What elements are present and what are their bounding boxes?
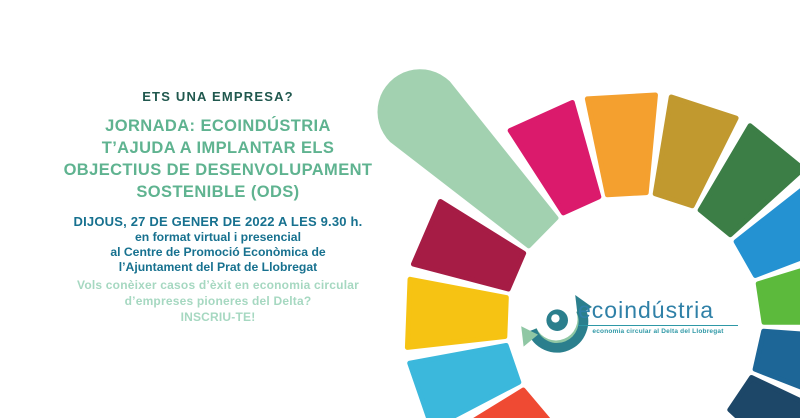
- wheel-segment-dark-green: [697, 123, 800, 238]
- wheel-segment-gold: [652, 94, 739, 209]
- icon-arrowhead-teal: [575, 295, 592, 316]
- icon-arc-teal: [527, 307, 589, 353]
- logo-tagline: economia circular al Delta del Llobregat: [592, 328, 724, 335]
- title-line-2: T’AJUDA A IMPLANTAR ELS: [101, 139, 335, 157]
- event-details: DIJOUS, 27 DE GENER DE 2022 A LES 9.30 h…: [40, 214, 396, 274]
- icon-arrowhead-green: [521, 326, 538, 347]
- wheel-segment-orange: [584, 92, 658, 198]
- wheel-segment-lime: [755, 268, 800, 325]
- event-venue-line-2: l’Ajuntament del Prat de Llobregat: [118, 259, 318, 274]
- cta-line-3: INSCRIU-TE!: [180, 309, 256, 324]
- wheel-segment-yellow: [404, 276, 509, 350]
- cta-line-1: Vols conèixer casos d’èxit en economia c…: [77, 278, 359, 293]
- wheel-segment-crimson: [410, 199, 527, 292]
- wheel-segment-cyan: [407, 342, 522, 418]
- wheel-segment-magenta: [507, 100, 602, 216]
- event-date: DIJOUS, 27 DE GENER DE 2022 A LES 9.30 h…: [73, 214, 363, 229]
- wheel-segment-navy: [727, 375, 800, 418]
- call-to-action: Vols conèixer casos d’èxit en economia c…: [40, 278, 396, 325]
- circular-arrows-icon: [521, 295, 592, 353]
- event-title: JORNADA: ECOINDÚSTRIA T’AJUDA A IMPLANTA…: [40, 115, 396, 203]
- title-line-3: OBJECTIUS DE DESENVOLUPAMENT: [63, 161, 373, 179]
- wheel-segment-mint-petal: [377, 69, 559, 249]
- cta-line-2: d’empreses pioneres del Delta?: [124, 293, 312, 308]
- wheel-segment-blue: [733, 188, 800, 278]
- logo-wordmark: ecoindústria: [578, 297, 715, 323]
- icon-letter-a-hole: [551, 314, 560, 323]
- wheel-segment-teal-blue: [752, 328, 800, 390]
- title-line-4: SOSTENIBLE (ODS): [136, 183, 300, 201]
- wheel-segment-red: [473, 387, 551, 418]
- event-venue-line-1: al Centre de Promoció Econòmica de: [110, 244, 326, 259]
- logo-text: ecoindústria economia circular al Delta …: [578, 299, 738, 335]
- event-format: en format virtual i presencial: [135, 230, 301, 244]
- event-text: ETS UNA EMPRESA? JORNADA: ECOINDÚSTRIA T…: [40, 0, 396, 325]
- logo-divider: [578, 325, 738, 326]
- title-line-1: JORNADA: ECOINDÚSTRIA: [105, 117, 331, 135]
- kicker: ETS UNA EMPRESA?: [142, 89, 294, 104]
